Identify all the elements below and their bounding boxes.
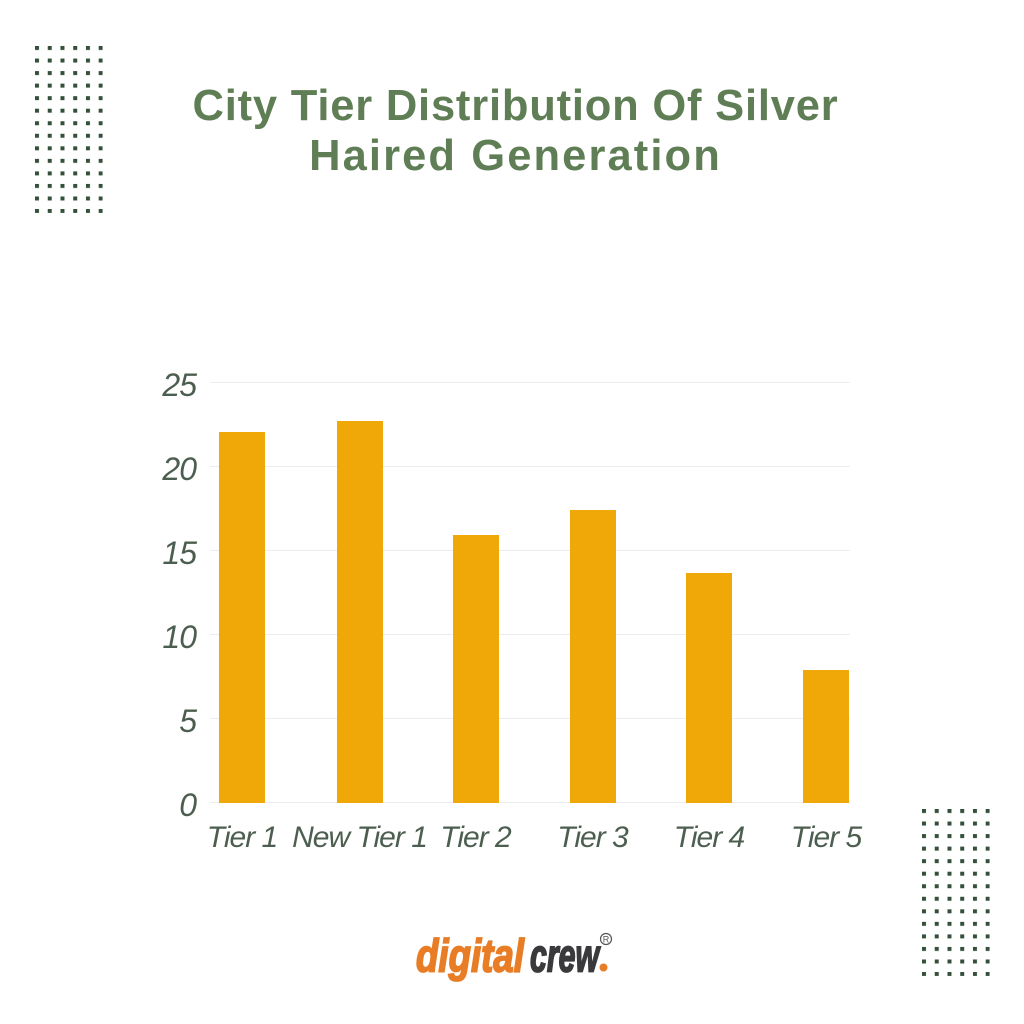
svg-text:crew: crew (530, 930, 601, 982)
svg-text:R: R (603, 935, 610, 945)
svg-text:digital: digital (416, 930, 525, 982)
